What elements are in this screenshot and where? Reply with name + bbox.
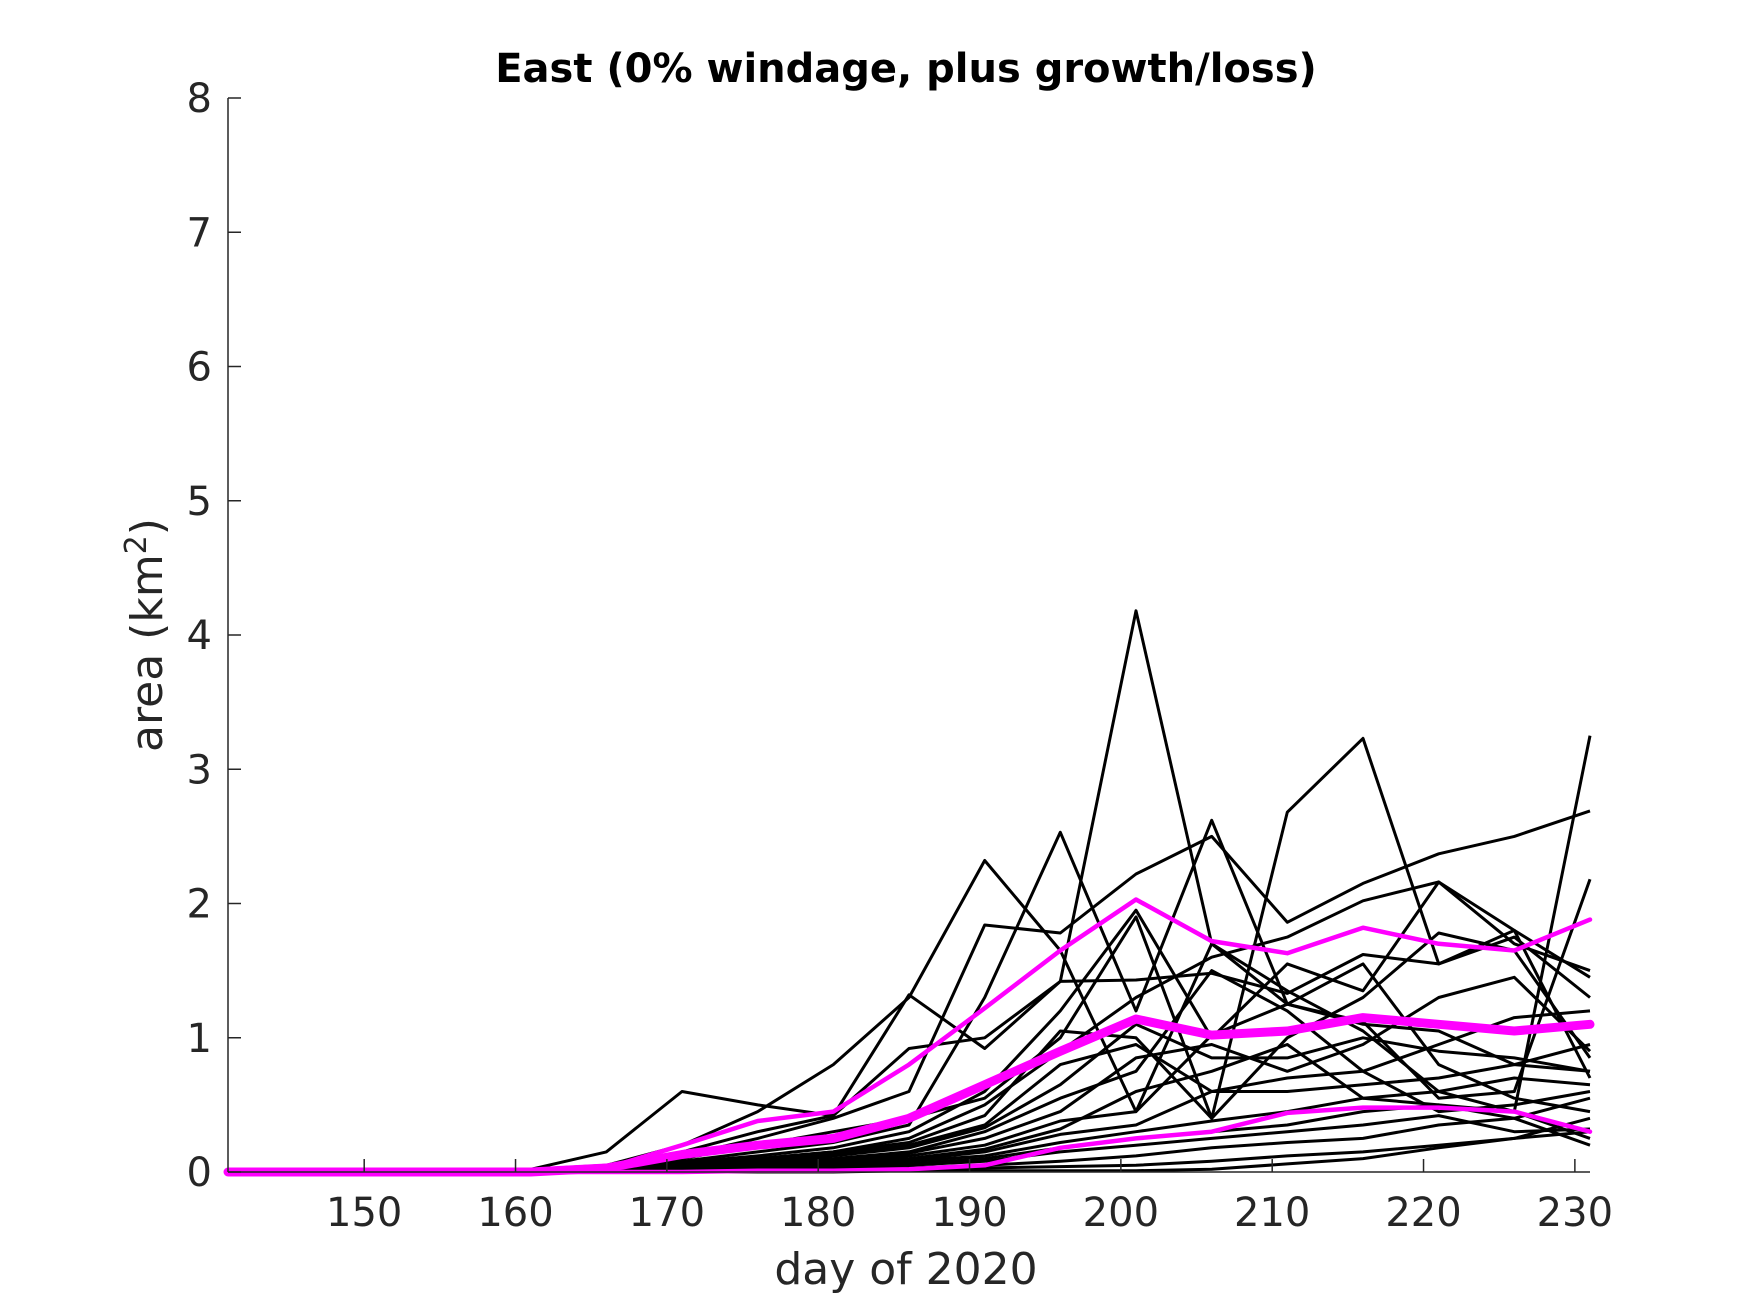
y-tick-label: 8	[187, 76, 212, 122]
y-tick-label: 0	[187, 1150, 212, 1196]
series-layer	[223, 609, 1595, 1177]
y-axis-label: area (km2)	[119, 518, 173, 752]
x-tick-label: 190	[931, 1190, 1007, 1236]
x-tick-label: 220	[1385, 1190, 1461, 1236]
y-tick-label: 6	[187, 345, 212, 391]
ensemble-series-line	[228, 931, 1592, 1174]
ensemble-series-line	[228, 609, 1591, 1174]
y-axis-label-superscript: 2	[119, 535, 154, 554]
y-axis-label-close: )	[122, 518, 173, 535]
x-tick-label: 150	[326, 1190, 402, 1236]
y-tick-label: 2	[187, 882, 212, 928]
x-tick-label: 230	[1537, 1190, 1613, 1236]
x-tick-label: 170	[629, 1190, 705, 1236]
x-tick-label: 200	[1083, 1190, 1159, 1236]
axes	[227, 98, 1590, 1173]
x-tick-label: 160	[477, 1190, 553, 1236]
x-tick-label: 180	[780, 1190, 856, 1236]
y-tick-label: 7	[187, 210, 212, 256]
chart-title: East (0% windage, plus growth/loss)	[495, 46, 1317, 92]
ticks: 150 160 170 180 190 200 210 220 230 0 1 2 3 4 5 6 7 8	[187, 76, 1613, 1236]
y-tick-label: 4	[187, 613, 212, 659]
x-axis-label: day of 2020	[774, 1244, 1037, 1295]
y-tick-label: 5	[187, 479, 212, 525]
y-tick-label: 1	[187, 1016, 212, 1062]
x-tick-label: 210	[1234, 1190, 1310, 1236]
y-axis-label-main: area (km	[122, 554, 173, 752]
y-tick-label: 3	[187, 747, 212, 793]
